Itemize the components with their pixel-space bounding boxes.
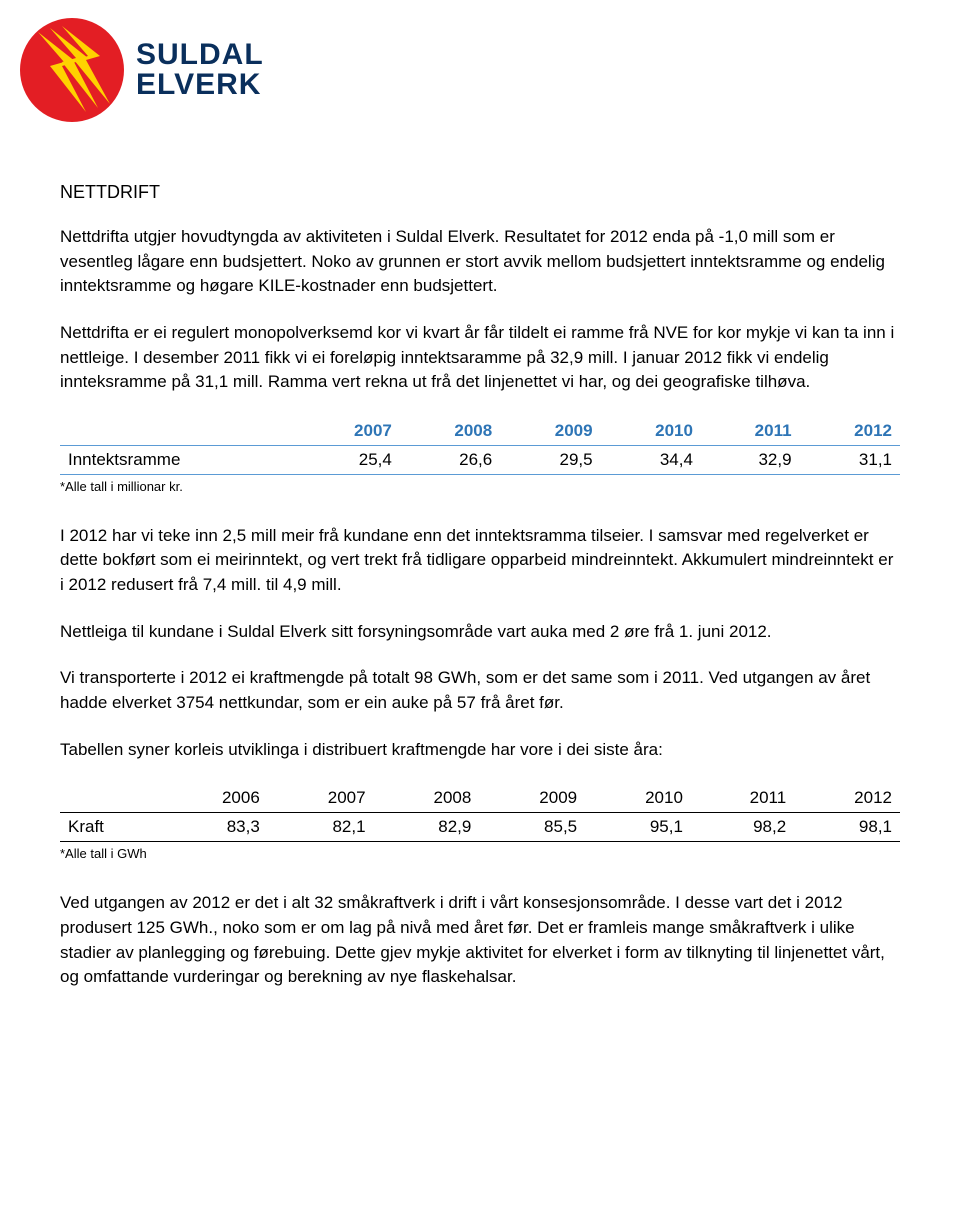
paragraph-6: Tabellen syner korleis utviklinga i dist…: [60, 738, 900, 763]
table2-cell: 95,1: [585, 813, 691, 842]
logo-line-1: SULDAL: [136, 40, 264, 70]
table1-year: 2012: [800, 417, 900, 446]
table2-year: 2008: [374, 784, 480, 813]
table2-cell: 85,5: [479, 813, 585, 842]
paragraph-1: Nettdrifta utgjer hovudtyngda av aktivit…: [60, 225, 900, 299]
table2-footnote: *Alle tall i GWh: [60, 846, 900, 861]
table2-cell: 98,1: [794, 813, 900, 842]
table1-year: 2011: [701, 417, 800, 446]
inntektsramme-table: 200720082009201020112012 Inntektsramme25…: [60, 417, 900, 475]
table2-cell: 82,1: [268, 813, 374, 842]
logo-text: SULDAL ELVERK: [136, 40, 264, 100]
table1-year: 2008: [400, 417, 500, 446]
logo: SULDAL ELVERK: [20, 18, 900, 122]
paragraph-2: Nettdrifta er ei regulert monopolverksem…: [60, 321, 900, 395]
section-heading: NETTDRIFT: [60, 182, 900, 203]
paragraph-3: I 2012 har vi teke inn 2,5 mill meir frå…: [60, 524, 900, 598]
table1-cell: 29,5: [500, 445, 600, 474]
logo-line-2: ELVERK: [136, 70, 264, 100]
table1-cell: 34,4: [601, 445, 701, 474]
table1-cell: 25,4: [300, 445, 400, 474]
table2-year: 2011: [691, 784, 794, 813]
table2-year: 2012: [794, 784, 900, 813]
table1-row-label: Inntektsramme: [60, 445, 300, 474]
paragraph-7: Ved utgangen av 2012 er det i alt 32 små…: [60, 891, 900, 990]
table2-year: 2009: [479, 784, 585, 813]
kraft-table: 2006200720082009201020112012 Kraft83,382…: [60, 784, 900, 842]
table2-cell: 98,2: [691, 813, 794, 842]
table1-year: 2007: [300, 417, 400, 446]
table2-row-label: Kraft: [60, 813, 162, 842]
table1-cell: 26,6: [400, 445, 500, 474]
table2-year: 2006: [162, 784, 268, 813]
table2-header-blank: [60, 784, 162, 813]
paragraph-5: Vi transporterte i 2012 ei kraftmengde p…: [60, 666, 900, 715]
table2-cell: 82,9: [374, 813, 480, 842]
table1-year: 2009: [500, 417, 600, 446]
table2-cell: 83,3: [162, 813, 268, 842]
paragraph-4: Nettleiga til kundane i Suldal Elverk si…: [60, 620, 900, 645]
table1-year: 2010: [601, 417, 701, 446]
table1-cell: 31,1: [800, 445, 900, 474]
table1-header-blank: [60, 417, 300, 446]
logo-icon: [20, 18, 124, 122]
table1-cell: 32,9: [701, 445, 800, 474]
table1-footnote: *Alle tall i millionar kr.: [60, 479, 900, 494]
table2-year: 2007: [268, 784, 374, 813]
table2-year: 2010: [585, 784, 691, 813]
